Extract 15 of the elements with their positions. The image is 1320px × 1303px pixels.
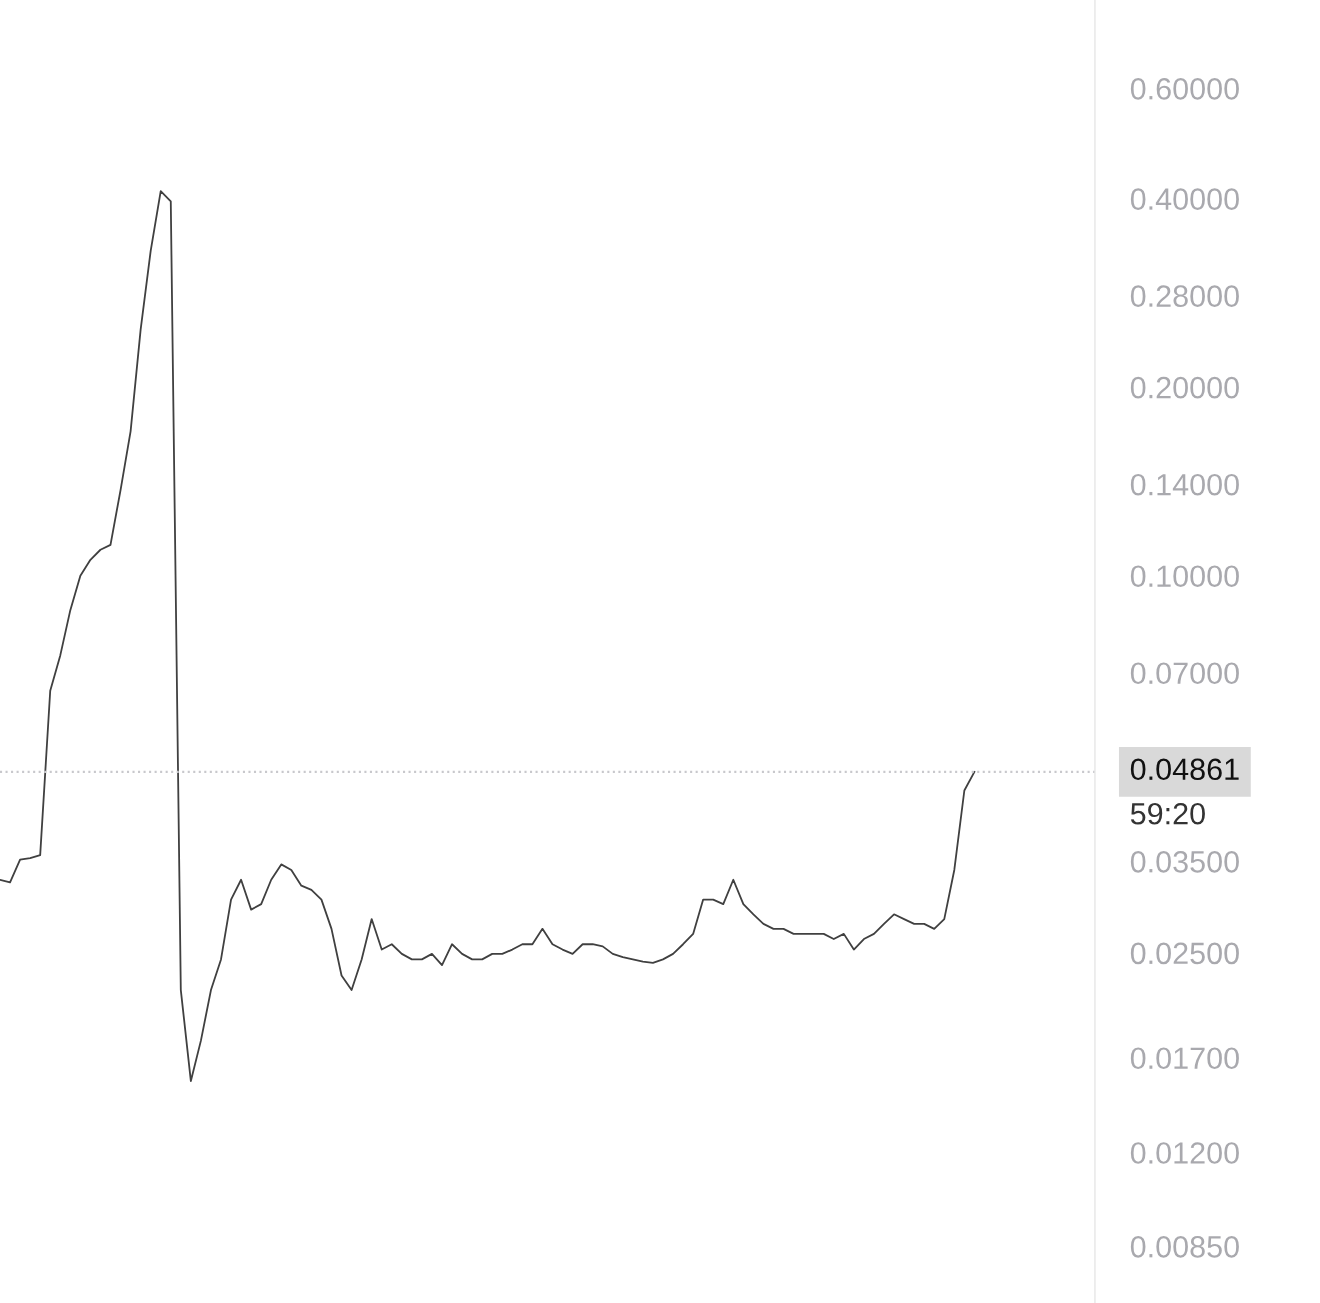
y-tick-label: 0.02500 [1130, 942, 1239, 965]
y-tick-label: 0.28000 [1130, 285, 1239, 307]
y-tick-label: 0.01200 [1130, 1142, 1239, 1164]
y-tick-label: 0.00850 [1130, 1236, 1239, 1258]
y-tick-label: 0.14000 [1130, 473, 1239, 496]
y-tick-label: 0.60000 [1130, 78, 1239, 100]
ref-line-label: 0.04861 [1130, 758, 1239, 781]
line-series [0, 190, 976, 1082]
y-tick-label: 0.07000 [1130, 662, 1239, 685]
y-tick-label: 0.20000 [1130, 376, 1239, 399]
y-tick-label: 0.03500 [1130, 851, 1239, 873]
y-tick-label: 0.10000 [1130, 565, 1239, 588]
y-tick-label: 0.40000 [1130, 188, 1239, 210]
text: 59:20 [1130, 802, 1205, 825]
y-tick-label: 0.01700 [1130, 1047, 1239, 1070]
